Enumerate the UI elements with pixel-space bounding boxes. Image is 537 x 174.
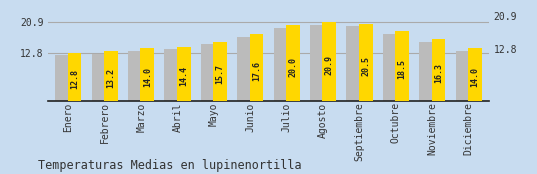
Text: 20.9: 20.9 [325,55,334,75]
Bar [250,34,264,101]
Bar [310,25,324,101]
Bar [237,37,251,101]
Bar [104,51,118,101]
Bar [468,48,482,101]
Bar [273,28,287,101]
Bar [432,39,445,101]
Bar [346,26,360,101]
Text: 14.4: 14.4 [179,66,188,86]
Text: 20.5: 20.5 [361,56,370,76]
Bar [92,54,105,101]
Text: 17.6: 17.6 [252,61,261,81]
Bar [55,55,69,101]
Bar [164,49,178,101]
Bar [68,53,82,101]
Text: 14.0: 14.0 [470,67,480,87]
Bar [455,51,469,101]
Bar [322,22,336,101]
Bar [201,44,215,101]
Bar [419,42,433,101]
Bar [359,23,373,101]
Bar [395,31,409,101]
Bar [213,42,227,101]
Bar [286,25,300,101]
Text: 14.0: 14.0 [143,67,152,87]
Text: 13.2: 13.2 [106,69,115,89]
Bar [177,46,191,101]
Bar [128,51,142,101]
Text: 12.8: 12.8 [70,69,79,89]
Text: Temperaturas Medias en lupinenortilla: Temperaturas Medias en lupinenortilla [38,159,301,172]
Bar [383,34,397,101]
Text: 20.0: 20.0 [288,57,297,77]
Text: 15.7: 15.7 [215,64,224,84]
Text: 18.5: 18.5 [397,60,407,80]
Text: 16.3: 16.3 [434,63,443,83]
Bar [140,48,154,101]
